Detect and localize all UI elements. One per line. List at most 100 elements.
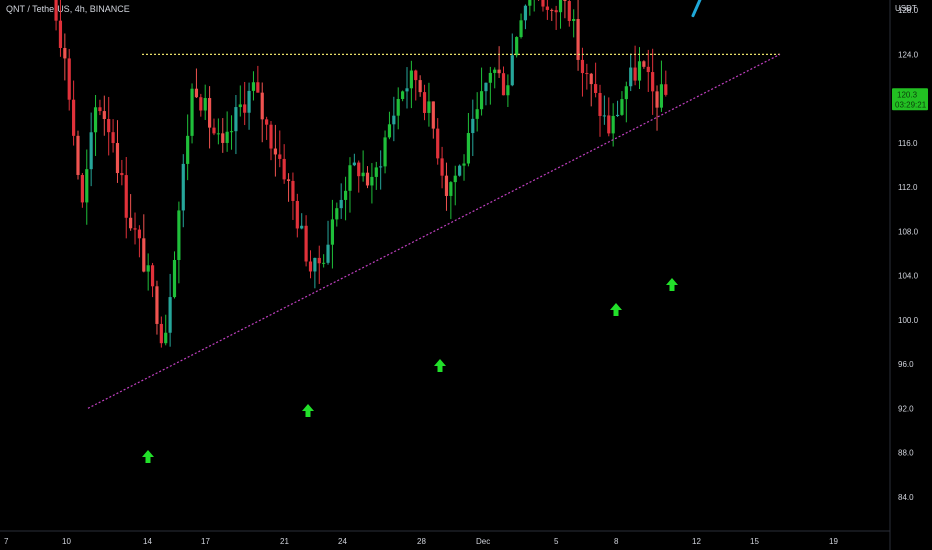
candle-body xyxy=(150,265,155,287)
up-arrow-icon xyxy=(434,359,446,372)
candle-body xyxy=(515,37,519,56)
x-tick-label: 12 xyxy=(692,537,701,546)
candle-body xyxy=(664,84,668,95)
candle-body xyxy=(54,0,58,21)
candle-body xyxy=(528,0,532,6)
candle-body xyxy=(102,111,106,120)
candle-body xyxy=(265,119,269,125)
candle-body xyxy=(247,90,251,113)
candle-body xyxy=(190,88,194,136)
candle-body xyxy=(659,84,664,108)
y-tick-label: 128.0 xyxy=(898,6,919,15)
candle-body xyxy=(317,257,321,264)
y-tick-label: 84.0 xyxy=(898,493,914,502)
candle-body xyxy=(129,217,133,229)
candle-body xyxy=(212,127,216,134)
candle-body xyxy=(611,115,615,134)
candle-body xyxy=(286,179,291,181)
y-tick-label: 108.0 xyxy=(898,227,919,236)
candle-body xyxy=(620,99,624,115)
candle-body xyxy=(401,91,405,99)
candle-body xyxy=(124,175,128,218)
y-tick-label: 100.0 xyxy=(898,316,919,325)
candle-body xyxy=(208,98,212,128)
candle-body xyxy=(120,173,124,176)
candle-body xyxy=(598,92,602,116)
candle-body xyxy=(89,132,93,170)
candle-body xyxy=(444,175,449,196)
candle-body xyxy=(186,135,190,164)
x-tick-label: 10 xyxy=(62,537,71,546)
candle-body xyxy=(304,225,308,262)
candle-body xyxy=(181,163,185,211)
candle-body xyxy=(475,109,479,119)
candle-body xyxy=(629,67,633,87)
candle-body xyxy=(146,265,150,272)
candle-body xyxy=(501,73,506,96)
candle-body xyxy=(199,97,203,111)
candle-body xyxy=(339,199,343,209)
candle-body xyxy=(580,59,585,74)
candle-body xyxy=(111,132,115,144)
candle-body xyxy=(229,131,234,133)
candle-body xyxy=(137,229,141,239)
x-tick-label: 14 xyxy=(143,537,152,546)
candle-body xyxy=(633,67,637,81)
candle-body xyxy=(484,82,488,92)
candle-body xyxy=(357,162,361,177)
up-arrow-icon xyxy=(302,404,314,417)
candle-body xyxy=(72,99,76,136)
candle-body xyxy=(282,158,286,180)
up-arrow-icon xyxy=(142,450,154,463)
x-tick-label: 17 xyxy=(201,537,210,546)
x-axis: 7 10 14 17 21 24 28 Dec 5 8 12 15 19 xyxy=(0,530,890,546)
candle-body xyxy=(479,91,484,110)
candle-body xyxy=(567,1,571,21)
x-tick-label: 15 xyxy=(750,537,759,546)
candle-body xyxy=(322,262,326,264)
y-tick-label: 96.0 xyxy=(898,360,914,369)
x-tick-label: 28 xyxy=(417,537,426,546)
candle-body xyxy=(243,104,247,113)
candle-body xyxy=(295,200,299,229)
candle-body xyxy=(383,137,387,167)
candles-layer xyxy=(54,0,668,348)
candle-body xyxy=(458,165,462,176)
candle-body xyxy=(326,244,330,263)
candle-body xyxy=(365,172,370,186)
up-arrow-icon xyxy=(610,303,622,316)
price-badges: 150.0133.0120.303:29:21 xyxy=(892,88,928,111)
candle-body xyxy=(488,72,492,83)
candle-body xyxy=(545,6,549,10)
y-tick-label: 116.0 xyxy=(898,139,918,148)
candle-body xyxy=(572,19,576,21)
up-arrow-icon xyxy=(666,278,678,291)
candle-body xyxy=(558,0,563,13)
candle-body xyxy=(172,259,177,298)
candle-body xyxy=(164,332,168,344)
candle-body xyxy=(168,297,172,333)
candle-body xyxy=(343,190,348,200)
support-trendline xyxy=(87,53,781,409)
y-tick-label: 88.0 xyxy=(898,449,914,458)
candle-body xyxy=(497,69,501,74)
candle-body xyxy=(93,107,98,133)
x-tick-label: Dec xyxy=(476,537,490,546)
candle-body xyxy=(76,135,80,175)
candle-body xyxy=(563,0,567,2)
candle-body xyxy=(449,182,453,196)
x-tick-label: 5 xyxy=(554,537,559,546)
candle-body xyxy=(63,47,67,59)
candle-body xyxy=(379,166,383,168)
candle-body xyxy=(330,219,335,245)
candle-body xyxy=(203,98,207,111)
currency-label: USDT xyxy=(895,4,917,13)
candle-body xyxy=(655,91,659,108)
candle-body xyxy=(453,175,457,183)
y-tick-label: 112.0 xyxy=(898,183,918,192)
candle-body xyxy=(585,73,589,75)
candle-body xyxy=(133,228,137,230)
candle-body xyxy=(576,19,580,60)
candle-body xyxy=(392,115,396,125)
